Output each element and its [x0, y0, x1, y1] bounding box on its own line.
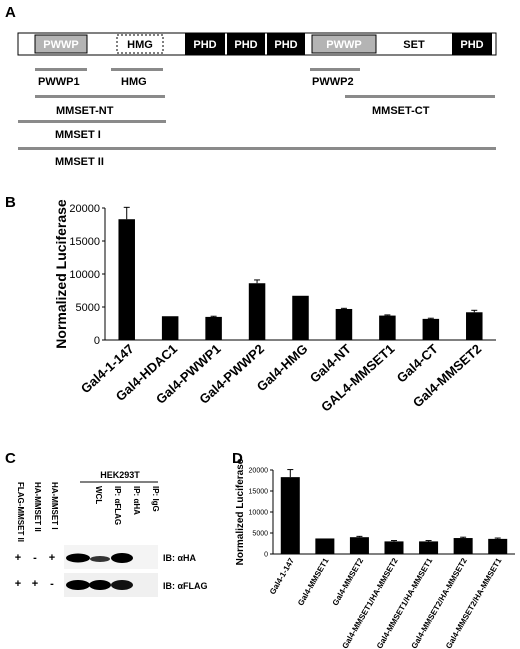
band-ha-ip-ha — [111, 553, 133, 563]
chart-b-bar — [292, 295, 309, 340]
fragment-map — [18, 68, 496, 150]
fragment-label-mmset-nt: MMSET-NT — [56, 105, 114, 117]
chart-b-bar — [422, 318, 440, 340]
fragment-label-mmset-ii: MMSET II — [55, 156, 104, 168]
panel-a-label: A — [5, 4, 16, 21]
chart-d-y-axis-title: Normalized Luciferase — [235, 458, 246, 565]
cell-line-label: HEK293T — [100, 470, 140, 480]
chart-b-ytick-label: 10000 — [69, 269, 100, 281]
fragment-bar-hmg — [111, 68, 163, 71]
pm-r2-c1: + — [15, 578, 21, 590]
chart-b-ytick-label: 15000 — [69, 236, 100, 248]
chart-d-category-label: Gal4-MMSET1 — [296, 556, 331, 607]
pm-r1-c1: + — [15, 552, 21, 564]
fragment-label-mmset-i: MMSET I — [55, 129, 101, 141]
domain-label-set: SET — [403, 39, 425, 51]
protein-domain-map: PWWP HMG PHD PHD PHD PWWP SET PHD — [17, 32, 497, 56]
band-ha-ip-flag — [90, 556, 110, 562]
domain-label-pwwp-2: PWWP — [326, 39, 361, 51]
band-flag-ip-flag — [89, 580, 111, 590]
transfection-label-ha-mmset-ii: HA-MMSET II — [33, 482, 42, 532]
domain-label-phd-4: PHD — [460, 39, 483, 51]
domain-label-phd-3: PHD — [274, 39, 297, 51]
panel-c-label: C — [5, 450, 16, 467]
chart-d-category-label: Gal4-1-147 — [268, 556, 296, 596]
chart-d-bar — [315, 538, 335, 554]
pm-r1-c2: - — [33, 552, 37, 564]
fragment-bar-pwwp1 — [35, 68, 87, 71]
transfection-label-ha-mmset-i: HA-MMSET I — [50, 482, 59, 530]
domain-label-phd-2: PHD — [234, 39, 257, 51]
fragment-label-pwwp2: PWWP2 — [312, 76, 354, 88]
chart-d-bar — [349, 537, 369, 554]
pm-r1-c3: + — [49, 552, 55, 564]
fragment-bar-mmset-i — [18, 120, 166, 123]
domain-label-hmg: HMG — [127, 39, 153, 51]
chart-d-bar — [280, 477, 300, 554]
lane-label-ip-flag: IP: αFLAG — [113, 486, 122, 525]
chart-d-bar — [384, 541, 404, 554]
band-flag-ip-ha — [111, 580, 133, 590]
chart-d-ytick-label: 0 — [264, 551, 268, 558]
chart-b-ytick-label: 20000 — [69, 203, 100, 215]
chart-b-bar — [205, 316, 222, 340]
panel-d-label: D — [232, 450, 243, 467]
fragment-bar-mmset-ii — [18, 147, 496, 150]
chart-b-ytick-label: 0 — [94, 335, 100, 347]
chart-b-bar — [335, 308, 353, 340]
band-flag-wcl — [66, 580, 90, 590]
chart-d-ytick-label: 5000 — [252, 530, 268, 537]
blot-label-ha: IB: αHA — [163, 553, 197, 563]
chart-d-ytick-label: 20000 — [249, 467, 269, 474]
domain-phd-2 — [227, 33, 265, 55]
domain-phd-4 — [452, 33, 492, 55]
fragment-bar-pwwp2 — [310, 68, 360, 71]
fragment-bar-mmset-ct — [345, 95, 495, 98]
western-blot-panel: FLAG-MMSET II HA-MMSET II HA-MMSET I HEK… — [15, 470, 208, 597]
fragment-bar-mmset-nt — [35, 95, 165, 98]
lane-label-ip-igg: IP: IgG — [151, 486, 160, 512]
chart-d-category-label: Gal4-MMSET2 — [331, 556, 366, 607]
panel-b-label: B — [5, 194, 16, 211]
fragment-label-mmset-ct: MMSET-CT — [372, 105, 430, 117]
chart-d-bar — [488, 538, 508, 554]
transfection-label-flag-mmset-ii: FLAG-MMSET II — [16, 482, 25, 542]
fragment-label-pwwp1: PWWP1 — [38, 76, 80, 88]
pm-r2-c2: + — [32, 578, 38, 590]
chart-b-category-label: GAL4-MMSET1 — [318, 341, 397, 414]
chart-b-bar — [466, 312, 483, 340]
domain-hmg — [116, 34, 164, 54]
chart-b-bar — [379, 315, 396, 340]
chart-b-bar — [161, 316, 179, 340]
chart-b-ytick-label: 5000 — [76, 302, 100, 314]
chart-d-bar — [419, 541, 439, 554]
lane-label-ip-ha: IP: αHA — [132, 486, 141, 515]
domain-phd-1 — [185, 33, 225, 55]
domain-phd-3 — [267, 33, 305, 55]
blot-label-flag: IB: αFLAG — [163, 581, 208, 591]
chart-d-ytick-label: 15000 — [249, 488, 269, 495]
chart-d-bar — [453, 538, 473, 554]
band-ha-wcl — [66, 553, 90, 563]
domain-label-pwwp-1: PWWP — [43, 39, 78, 51]
domain-pwwp-1 — [34, 34, 88, 54]
pm-r2-c3: - — [50, 578, 54, 590]
fragment-label-hmg: HMG — [121, 76, 147, 88]
domain-pwwp-2 — [311, 34, 377, 54]
chart-d-ytick-label: 10000 — [249, 509, 269, 516]
domain-label-phd-1: PHD — [193, 39, 216, 51]
chart-b-y-axis-title: Normalized Luciferase — [53, 199, 69, 349]
chart-b-bar — [248, 283, 266, 340]
lane-label-wcl: WCL — [94, 486, 103, 504]
chart-b-bar — [118, 219, 135, 340]
